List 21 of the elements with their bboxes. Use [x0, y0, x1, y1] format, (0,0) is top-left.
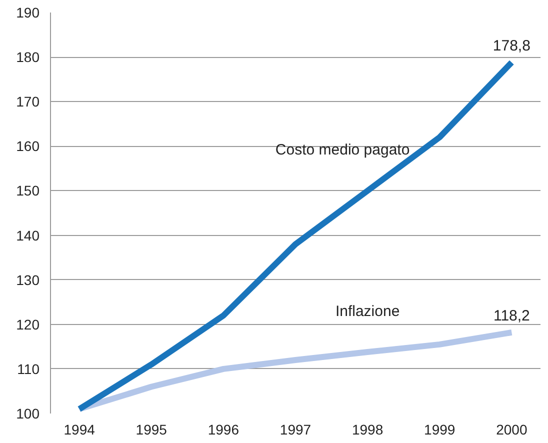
x-tick-label: 2000 — [496, 422, 528, 438]
y-tick-label: 140 — [16, 227, 40, 244]
series-label: Inflazione — [335, 303, 400, 320]
y-tick-label: 150 — [16, 182, 40, 199]
x-tick-label: 1997 — [280, 422, 312, 438]
y-tick-label: 100 — [16, 406, 40, 422]
y-tick-label: 160 — [16, 138, 40, 154]
x-tick-label: 1998 — [352, 422, 384, 438]
x-tick-label: 1995 — [136, 422, 168, 438]
data-label: 178,8 — [492, 37, 530, 54]
series-label: Costo medio pagato — [275, 142, 410, 159]
x-tick-label: 1996 — [208, 422, 240, 438]
data-label: 118,2 — [493, 307, 530, 324]
x-tick-label: 1999 — [424, 422, 456, 438]
y-tick-label: 120 — [16, 316, 40, 332]
y-tick-label: 170 — [16, 94, 40, 110]
y-tick-label: 180 — [16, 49, 40, 66]
y-tick-label: 190 — [16, 4, 40, 20]
y-tick-label: 110 — [17, 360, 40, 377]
x-tick-label: 1994 — [64, 422, 96, 438]
y-tick-label: 130 — [16, 272, 40, 288]
